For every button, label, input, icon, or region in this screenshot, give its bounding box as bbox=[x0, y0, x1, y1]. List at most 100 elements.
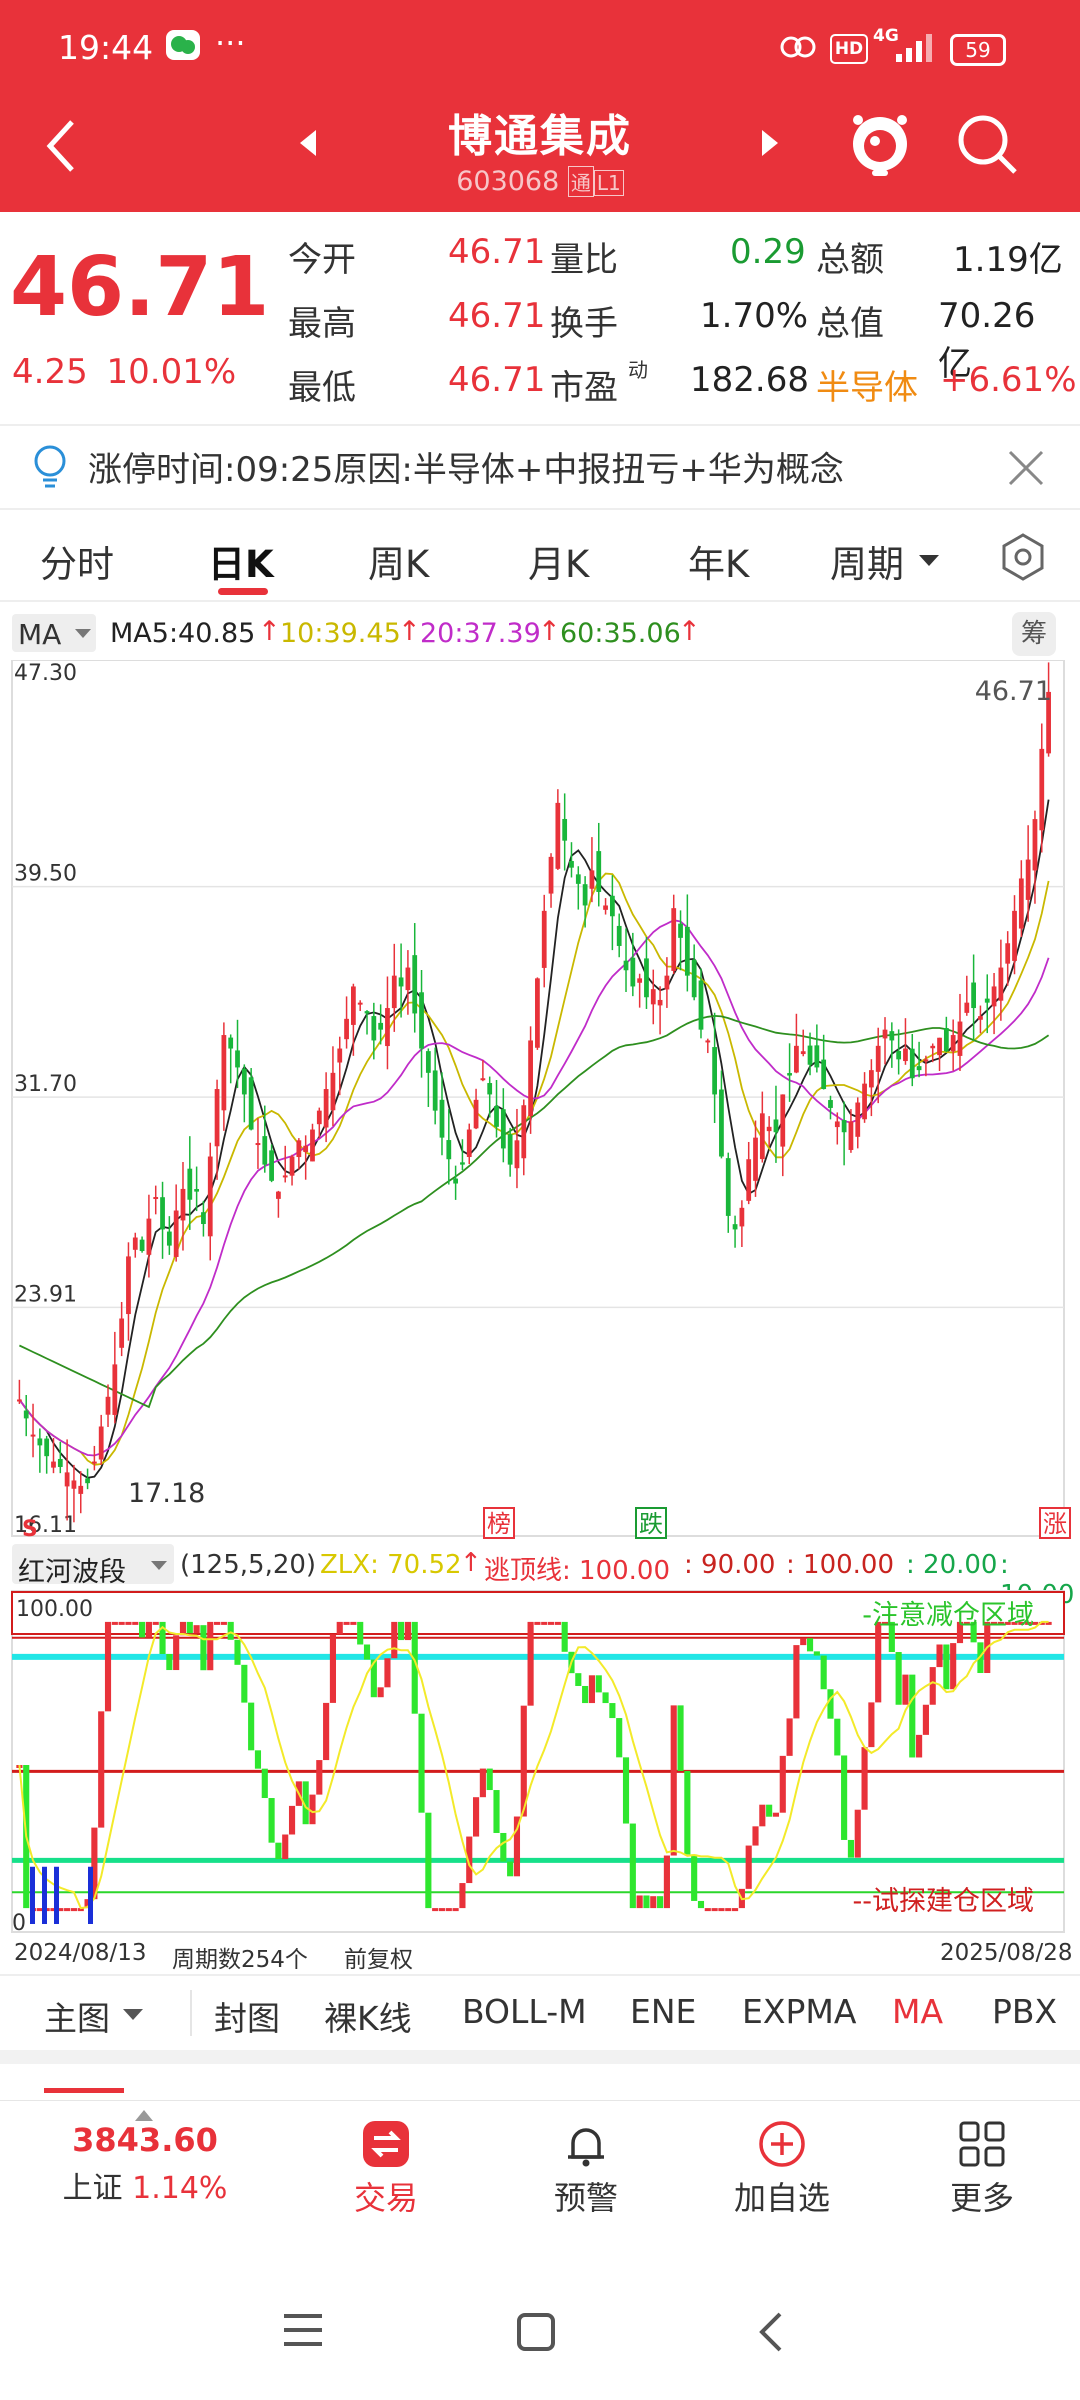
prev-stock-icon[interactable] bbox=[296, 128, 320, 162]
sector-value[interactable]: +6.61% bbox=[940, 360, 1077, 400]
candle bbox=[719, 1089, 724, 1157]
chip-distribution-button[interactable]: 筹 bbox=[1012, 612, 1056, 656]
nav-more[interactable]: 更多 bbox=[912, 2119, 1052, 2219]
oscillator-bar bbox=[718, 1908, 725, 1912]
candle bbox=[262, 1136, 268, 1165]
toolbar-pbx[interactable]: PBX bbox=[992, 1992, 1058, 2031]
candle bbox=[57, 1458, 63, 1467]
settings-hex-icon[interactable] bbox=[998, 532, 1048, 586]
oscillator-bar bbox=[254, 1750, 262, 1769]
pe-label: 市盈 bbox=[550, 368, 618, 408]
sector-label[interactable]: 半导体 bbox=[816, 368, 918, 408]
marker-bang[interactable]: 榜 bbox=[483, 1507, 515, 1539]
bell-icon bbox=[568, 2128, 604, 2167]
candle bbox=[51, 1461, 56, 1468]
stock-code-row: 603068 通 L1 bbox=[390, 166, 690, 197]
pe-dynamic-sup: 动 bbox=[628, 358, 648, 382]
next-stock-icon[interactable] bbox=[758, 128, 782, 162]
oscillator-bar bbox=[404, 1621, 411, 1641]
candle bbox=[439, 1099, 445, 1138]
indicator-scale-top: 100.00 bbox=[16, 1597, 93, 1622]
adjust-mode[interactable]: 前复权 bbox=[344, 1947, 413, 1973]
index-widget[interactable]: 3843.60 上证 1.14% bbox=[0, 2121, 290, 2207]
oscillator-bar bbox=[288, 1805, 296, 1835]
hd-icon: HD bbox=[830, 34, 868, 64]
turnover-label: 换手 bbox=[550, 304, 618, 344]
candle bbox=[637, 978, 643, 983]
close-icon[interactable] bbox=[1006, 448, 1046, 492]
candle bbox=[684, 926, 690, 976]
indicator-legend: 红河波段 (125,5,20) ZLX: 70.52 ↑ 逃顶线: 100.00… bbox=[0, 1540, 1080, 1610]
candle bbox=[630, 957, 636, 987]
candle bbox=[391, 975, 397, 1009]
candle bbox=[17, 1399, 22, 1402]
toolbar-ene[interactable]: ENE bbox=[630, 1992, 697, 2031]
candle bbox=[153, 1197, 159, 1200]
oscillator-bar bbox=[309, 1794, 316, 1825]
oscillator-bar bbox=[997, 1621, 1004, 1625]
oscillator-bar bbox=[472, 1797, 480, 1837]
candle bbox=[494, 1105, 499, 1127]
signal-icon bbox=[878, 28, 940, 70]
oscillator-bar bbox=[697, 1900, 705, 1909]
oscillator-bar bbox=[622, 1757, 630, 1824]
candle bbox=[766, 1126, 772, 1132]
tab-intraday[interactable]: 分时 bbox=[40, 543, 114, 586]
oscillator-bar bbox=[554, 1621, 561, 1625]
toolbar-seal[interactable]: 封图 bbox=[214, 1999, 280, 2038]
low-price-label: 17.18 bbox=[128, 1478, 205, 1509]
toolbar-expma[interactable]: EXPMA bbox=[742, 1992, 857, 2031]
ma10-line bbox=[18, 872, 1050, 1466]
indicator-selector[interactable]: 红河波段 bbox=[12, 1544, 174, 1588]
candle bbox=[1032, 819, 1038, 871]
amount-label: 总额 bbox=[816, 240, 884, 280]
oscillator-bar bbox=[684, 1770, 691, 1855]
back-nav-icon[interactable] bbox=[756, 2310, 786, 2354]
tab-yearly[interactable]: 年K bbox=[688, 543, 750, 586]
oscillator-bar bbox=[64, 1908, 71, 1912]
candle bbox=[664, 975, 670, 990]
candle bbox=[739, 1207, 745, 1227]
tab-monthly[interactable]: 月K bbox=[528, 543, 590, 586]
nav-alert[interactable]: 预警 bbox=[516, 2119, 656, 2219]
oscillator-bar bbox=[752, 1826, 759, 1846]
toolbar-ma[interactable]: MA bbox=[892, 1992, 944, 2031]
oscillator-bar bbox=[834, 1718, 841, 1756]
oscillator-bar bbox=[745, 1845, 752, 1889]
reduce-zone-text: -注意减仓区域 bbox=[862, 1600, 1034, 1631]
zlx-line bbox=[18, 1620, 1049, 1910]
tab-weekly[interactable]: 周K bbox=[368, 543, 430, 586]
candle bbox=[807, 1045, 813, 1065]
oscillator-bar bbox=[820, 1655, 827, 1690]
ma60-line bbox=[19, 1014, 1050, 1409]
tab-period[interactable]: 周期 bbox=[830, 543, 904, 586]
menu-icon[interactable] bbox=[282, 2312, 324, 2348]
mascot-icon[interactable] bbox=[848, 108, 912, 182]
tab-daily[interactable]: 日K bbox=[208, 543, 274, 586]
toolbar-boll-m[interactable]: BOLL-M bbox=[462, 1992, 587, 2031]
buy-signal-bar bbox=[30, 1866, 35, 1924]
oscillator-bar bbox=[970, 1621, 977, 1643]
toolbar-naked-k[interactable]: 裸K线 bbox=[324, 1999, 412, 2038]
oscillator-bar bbox=[772, 1812, 780, 1817]
candle bbox=[1046, 691, 1051, 754]
oscillator-bar bbox=[1038, 1621, 1045, 1625]
candle bbox=[146, 1218, 152, 1255]
back-icon[interactable] bbox=[40, 116, 80, 180]
limit-up-notice[interactable]: 涨停时间:09:25原因:半导体+中报扭亏+华为概念 bbox=[0, 428, 1080, 508]
ma20-up-arrow-icon: ↑ bbox=[538, 616, 561, 647]
oscillator-bar bbox=[677, 1705, 684, 1771]
nav-trade[interactable]: 交易 bbox=[316, 2119, 456, 2219]
marker-die[interactable]: 跌 bbox=[635, 1507, 667, 1539]
indicator-chart[interactable]: 100.00 0 -注意减仓区域 --试探建仓区域 bbox=[0, 1590, 1080, 1934]
oscillator-bar bbox=[357, 1621, 364, 1645]
main-chart-selector[interactable]: 主图 bbox=[44, 1999, 110, 2038]
divider bbox=[190, 1990, 192, 2036]
marker-zhang[interactable]: 涨 bbox=[1039, 1507, 1071, 1539]
nav-add-watchlist[interactable]: 加自选 bbox=[712, 2119, 852, 2219]
home-icon[interactable] bbox=[516, 2312, 556, 2352]
oscillator-bar bbox=[813, 1651, 820, 1656]
search-icon[interactable] bbox=[955, 112, 1019, 180]
ma-selector[interactable]: MA bbox=[12, 614, 96, 652]
